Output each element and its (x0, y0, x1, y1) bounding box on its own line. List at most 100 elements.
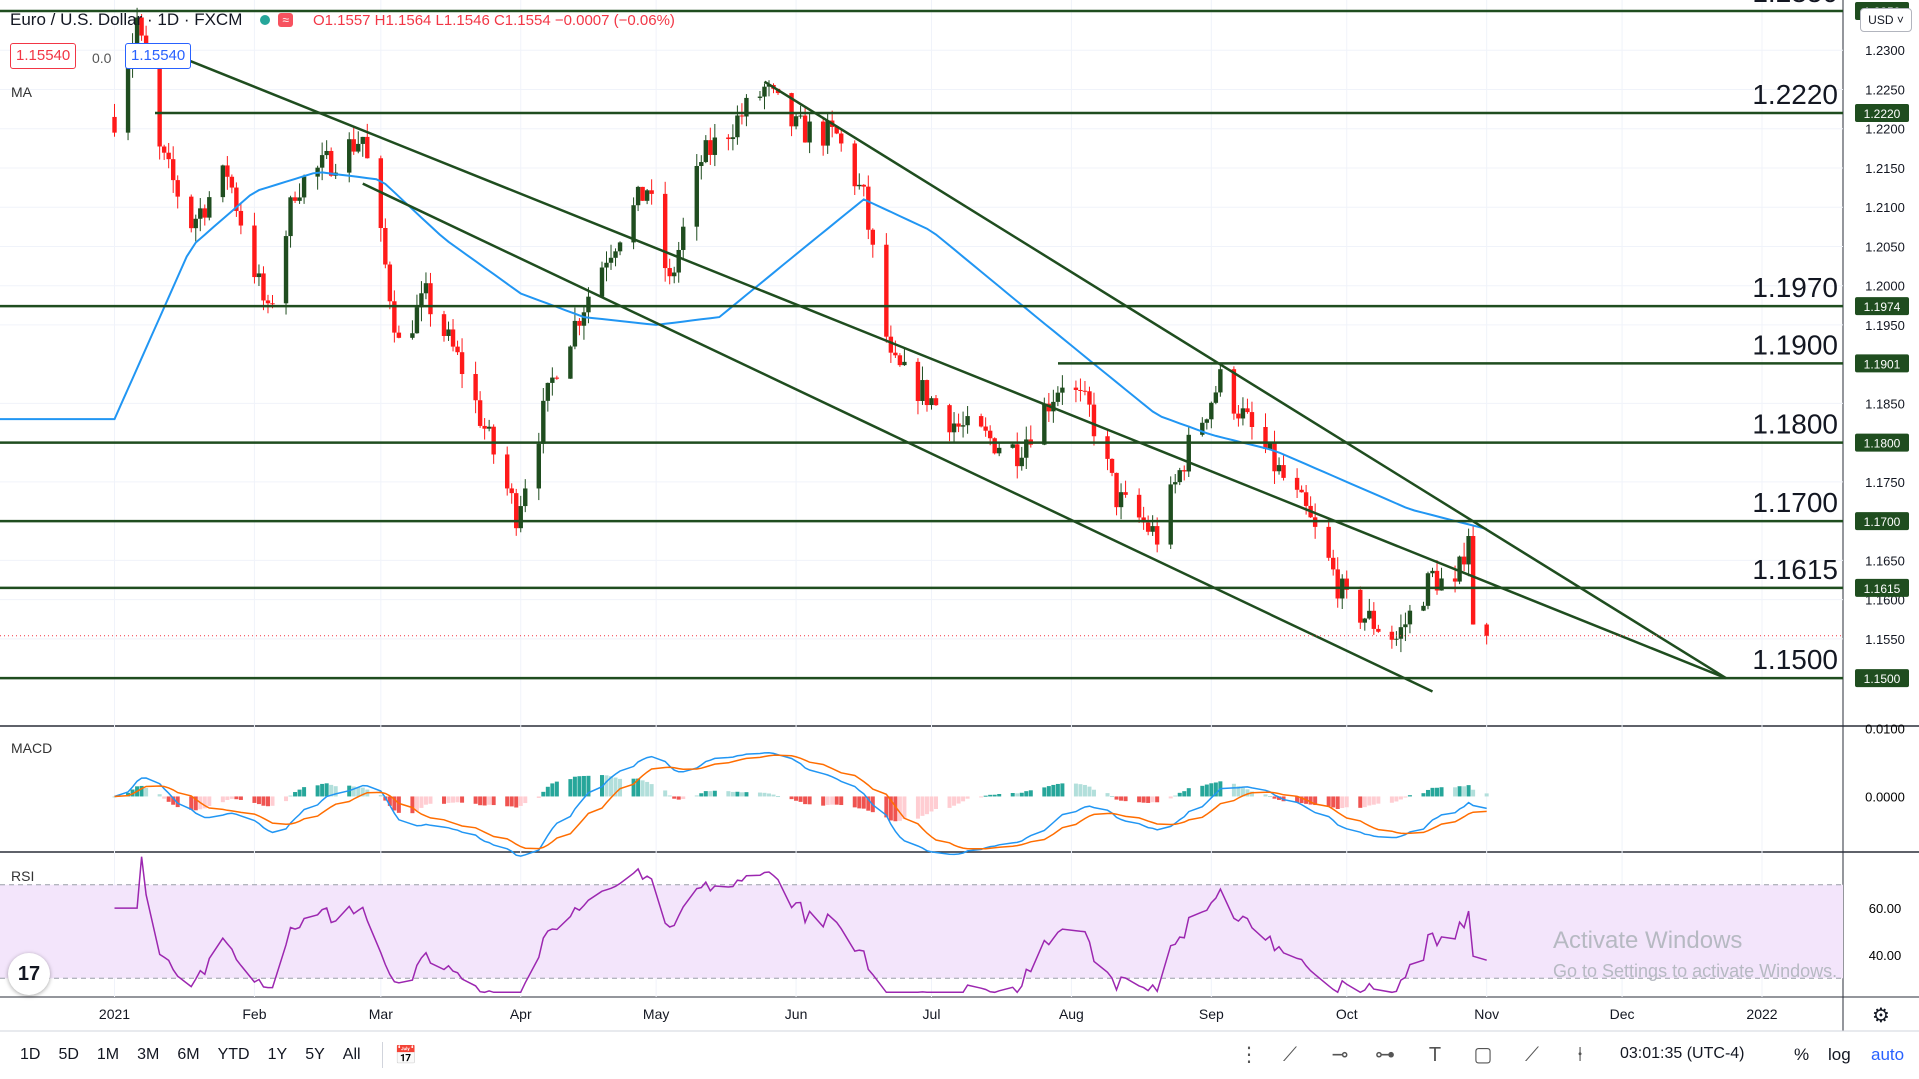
macd-bar (744, 792, 749, 797)
macd-bar (730, 791, 735, 797)
macd-bar (1358, 796, 1363, 808)
drag-handle-icon[interactable]: ⋮ (1239, 1044, 1259, 1066)
macd-signal-line (114, 754, 1487, 850)
level-axis-badge: 1.2220 (1855, 104, 1909, 123)
macd-bar (1087, 786, 1092, 797)
macd-bar (1308, 796, 1313, 805)
candle-body (1425, 573, 1431, 606)
x-tick-label: Mar (369, 1006, 393, 1022)
candle-body (450, 329, 456, 347)
settings-gear-icon[interactable]: ⚙ (1872, 1005, 1890, 1027)
ray-tool-icon[interactable]: ⊸ (1331, 1044, 1349, 1066)
candle-body (1457, 556, 1462, 582)
rsi-line (114, 856, 1487, 994)
macd-bar (505, 796, 510, 807)
macd-bar (703, 791, 708, 797)
macd-bar (667, 795, 672, 797)
timeframe-5y[interactable]: 5Y (305, 1046, 325, 1063)
candle-body (1367, 610, 1372, 619)
candle-body (1182, 470, 1187, 472)
macd-bar (852, 796, 857, 808)
candle-body (1186, 434, 1191, 472)
candle-body (189, 196, 194, 229)
rsi-indicator-label[interactable]: RSI (11, 868, 35, 884)
candle-body (1236, 413, 1241, 419)
macd-bar (252, 796, 257, 803)
log-scale-toggle[interactable]: log (1828, 1045, 1851, 1064)
macd-bar (1430, 787, 1435, 797)
candle-body (365, 136, 370, 159)
buy-price-button[interactable]: 1.15540 (125, 43, 192, 69)
candle-body (1362, 618, 1367, 623)
text-tool-icon[interactable]: T (1428, 1044, 1442, 1066)
macd-bar (360, 787, 365, 797)
clock-timezone[interactable]: 03:01:35 (UTC-4) (1620, 1045, 1745, 1062)
candle-body (924, 380, 930, 406)
timeframe-ytd[interactable]: YTD (217, 1046, 250, 1063)
sell-price-button[interactable]: 1.15540 (10, 43, 77, 69)
ma-indicator-label[interactable]: MA (11, 84, 32, 100)
candle-body (550, 377, 555, 383)
horizontal-line-tool-icon[interactable]: ⊶ (1375, 1044, 1395, 1066)
candle-body (441, 314, 447, 336)
macd-bar (636, 778, 641, 797)
macd-bar (613, 777, 618, 797)
timeframe-3m[interactable]: 3M (137, 1046, 160, 1063)
candle-body (581, 312, 587, 326)
date-range-icon[interactable]: 📅 (394, 1044, 417, 1065)
symbol-title[interactable]: Euro / U.S. Dollar · 1D · FXCM (10, 10, 243, 29)
candle-body (820, 121, 826, 146)
timeframe-1m[interactable]: 1M (96, 1046, 120, 1063)
candle-body (960, 425, 966, 427)
trendline-tool-icon[interactable]: ⟋ (1283, 1044, 1297, 1066)
timeframe-6m[interactable]: 6M (177, 1046, 200, 1063)
candle-body (1150, 526, 1155, 532)
brush-tool-icon[interactable]: ⟋ (1525, 1044, 1539, 1066)
macd-bar (861, 796, 866, 809)
macd-bar (915, 796, 920, 819)
timeframe-5d[interactable]: 5D (58, 1046, 79, 1063)
macd-bar (1362, 796, 1367, 808)
candle-body (1118, 492, 1124, 508)
candle-body (1168, 484, 1173, 545)
x-tick-label: Jun (785, 1006, 808, 1022)
macd-bar (581, 775, 586, 797)
candle-body (902, 361, 907, 366)
rectangle-tool-icon[interactable]: ▢ (1473, 1044, 1493, 1066)
candle-body (834, 126, 839, 134)
y-tick-label: 1.1650 (1865, 553, 1905, 568)
candle-body (681, 226, 686, 250)
macd-bar (830, 796, 835, 805)
tradingview-logo[interactable]: 17 (8, 953, 50, 995)
x-tick-label: May (643, 1006, 669, 1022)
candle-body (730, 137, 736, 140)
timeframe-1y[interactable]: 1Y (267, 1046, 288, 1063)
auto-scale-toggle[interactable]: auto (1871, 1045, 1905, 1064)
candle-body (523, 488, 528, 507)
macd-bar (139, 785, 144, 797)
candle-body (1358, 589, 1363, 623)
candle-body (486, 426, 492, 429)
macd-bar (1398, 796, 1403, 800)
symbol-header: Euro / U.S. Dollar · 1D · FXCM ≈ O1.1557… (10, 10, 675, 30)
candle-body (229, 176, 235, 188)
currency-selector[interactable]: USD ˅ (1860, 8, 1912, 32)
vertical-line-tool-icon[interactable]: ⍿ (1577, 1044, 1583, 1066)
timeframe-1d[interactable]: 1D (20, 1046, 41, 1063)
percent-scale-toggle[interactable]: % (1794, 1045, 1810, 1064)
timeframe-all[interactable]: All (342, 1046, 361, 1063)
candle-body (897, 355, 903, 366)
macd-bar (329, 784, 334, 797)
candle-body (617, 242, 623, 252)
rsi-band (0, 884, 1843, 979)
macd-indicator-label[interactable]: MACD (11, 740, 53, 756)
candle-body (1430, 570, 1435, 574)
macd-bar (1389, 796, 1394, 803)
level-badge-text: 1.1800 (1864, 437, 1901, 451)
macd-bar (324, 783, 329, 797)
level-badge-bg (1855, 578, 1909, 597)
macd-bar (487, 796, 492, 805)
macd-bar (961, 796, 966, 802)
candle-body (319, 155, 325, 168)
